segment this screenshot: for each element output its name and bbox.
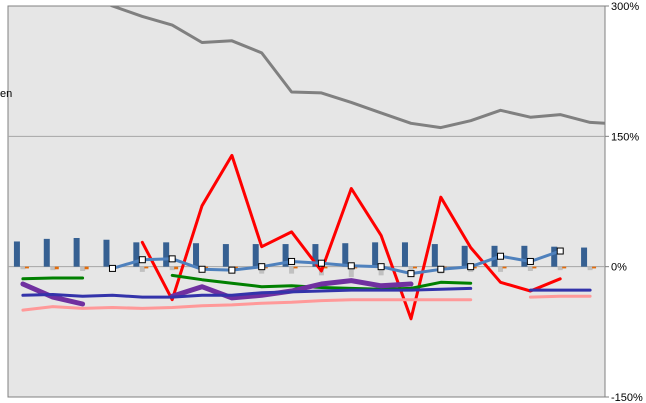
series-line <box>170 273 473 291</box>
point-marker <box>228 266 236 274</box>
y-tick-label: 0% <box>611 262 627 274</box>
bar <box>502 266 507 269</box>
bar <box>461 245 468 267</box>
series-line <box>111 249 562 276</box>
plot-content <box>13 6 646 321</box>
bar <box>289 266 295 274</box>
bar <box>401 242 408 267</box>
series-line <box>20 281 86 307</box>
bar <box>342 243 349 267</box>
bar <box>233 266 238 269</box>
bar <box>282 244 289 267</box>
point-marker <box>497 252 505 260</box>
bar <box>557 266 563 271</box>
bar <box>193 243 200 267</box>
point-marker <box>407 270 415 278</box>
bar <box>412 266 417 269</box>
point-marker <box>526 257 534 265</box>
y-tick-label: -150% <box>611 392 643 403</box>
bar <box>587 266 593 271</box>
bar <box>133 242 140 267</box>
bar <box>527 266 533 272</box>
series-line <box>140 153 562 321</box>
series-line <box>528 294 592 299</box>
point-marker <box>467 263 475 271</box>
series-line <box>21 286 473 299</box>
point-marker <box>317 259 325 267</box>
series-line <box>21 276 85 281</box>
bar <box>592 266 597 269</box>
bar <box>144 266 149 269</box>
point-marker <box>437 265 445 273</box>
bar <box>532 266 537 269</box>
point-marker <box>108 264 116 272</box>
point-marker <box>198 265 206 273</box>
bar <box>491 245 498 267</box>
bar <box>84 266 89 270</box>
bar <box>521 245 528 267</box>
bar <box>312 244 319 267</box>
bar <box>54 266 59 270</box>
bar <box>472 266 477 269</box>
bar <box>73 237 80 267</box>
bar <box>222 244 229 267</box>
series-line <box>21 298 473 312</box>
bar <box>103 239 110 267</box>
bar <box>348 266 354 278</box>
bar <box>431 244 438 267</box>
point-marker <box>168 255 176 263</box>
bar <box>551 246 558 267</box>
y-tick-label: 150% <box>611 131 639 143</box>
bar <box>372 242 379 267</box>
plot-area <box>7 5 606 398</box>
point-marker <box>347 262 355 270</box>
bar <box>50 266 56 271</box>
bar <box>293 266 298 269</box>
bar <box>24 266 29 269</box>
bar <box>174 266 179 270</box>
bar <box>323 266 328 269</box>
legend-fragment: en <box>0 88 13 100</box>
y-tick-label: 300% <box>611 1 639 13</box>
bar <box>139 266 145 272</box>
bar <box>263 266 268 269</box>
point-marker <box>138 256 146 264</box>
point-marker <box>288 257 296 265</box>
bar <box>581 247 588 267</box>
bar <box>562 266 567 269</box>
bar <box>378 266 384 276</box>
bar <box>20 266 26 270</box>
bar <box>43 238 50 267</box>
point-marker <box>377 263 385 271</box>
bar <box>641 248 646 267</box>
point-marker <box>556 247 564 255</box>
series-line <box>108 6 605 130</box>
bar <box>169 266 175 271</box>
bar <box>498 266 504 272</box>
point-marker <box>258 263 266 271</box>
bar <box>13 241 20 267</box>
bar <box>80 266 86 272</box>
bar <box>163 242 170 267</box>
bar <box>353 266 358 269</box>
bar <box>252 244 259 267</box>
